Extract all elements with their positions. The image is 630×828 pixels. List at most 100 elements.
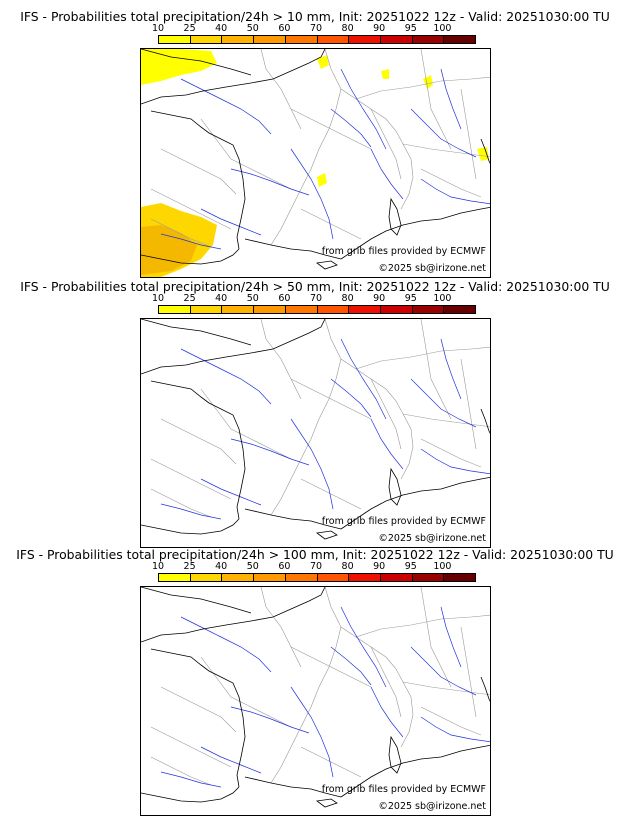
border-line [150, 458, 232, 500]
colorbar-tick-label: 70 [309, 561, 323, 572]
coastline [150, 648, 246, 788]
coastline [388, 467, 402, 506]
coastline [340, 744, 490, 798]
river-line [370, 148, 404, 200]
coastline [315, 798, 338, 808]
border-line [160, 686, 237, 733]
border-line [160, 148, 237, 195]
colorbar: 10 25 40 50 60 70 80 90 95 100 [152, 293, 476, 316]
colorbar-tick-label: 95 [404, 23, 417, 34]
map-frame: from grib files provided by ECMWF ©2025 … [140, 48, 491, 278]
colorbar-tick-label: 95 [404, 293, 417, 304]
border-line [260, 49, 302, 130]
river-line [160, 503, 222, 520]
credit-source: from grib files provided by ECMWF [321, 784, 486, 795]
coastline [315, 260, 338, 270]
credit-copyright: ©2025 sb@irizone.net [378, 263, 486, 274]
border-line [370, 378, 402, 450]
precip-area [317, 173, 327, 187]
panel-title: IFS - Probabilities total precipitation/… [16, 547, 614, 562]
colorbar-tick-label: 70 [309, 293, 323, 304]
colorbar-segment [444, 306, 476, 313]
border-line [200, 656, 292, 728]
colorbar-tick-label: 25 [183, 293, 196, 304]
colorbar-tick-label: 50 [246, 293, 259, 304]
map-panel-10mm: IFS - Probabilities total precipitation/… [0, 10, 630, 280]
colorbar-bar [158, 305, 476, 314]
border-line [460, 358, 477, 450]
colorbar-segment [412, 36, 445, 43]
border-line [290, 378, 372, 420]
colorbar-segment [317, 36, 350, 43]
river-line [420, 716, 490, 743]
colorbar-segment [317, 306, 350, 313]
colorbar-tick-label: 90 [373, 23, 386, 34]
river-line [420, 448, 490, 475]
river-line [230, 168, 310, 196]
colorbar-tick-label: 80 [341, 293, 354, 304]
colorbar-segment [444, 36, 476, 43]
border-line [290, 108, 372, 150]
border-line [370, 108, 402, 180]
colorbar-tick-label: 90 [373, 561, 386, 572]
colorbar-segment [317, 574, 350, 581]
river-line [440, 338, 462, 400]
river-line [340, 338, 387, 420]
colorbar-segment [159, 306, 191, 313]
river-line [230, 438, 310, 466]
border-line [420, 49, 452, 150]
coastline [480, 408, 490, 434]
border-line [270, 88, 342, 246]
panel-title: IFS - Probabilities total precipitation/… [20, 279, 610, 294]
river-line [440, 68, 462, 130]
river-line [180, 616, 272, 673]
coastline [141, 248, 240, 265]
colorbar-tick-label: 10 [151, 293, 165, 304]
colorbar: 10 25 40 50 60 70 80 90 95 100 [152, 23, 476, 46]
map-frame: from grib files provided by ECMWF ©2025 … [140, 318, 491, 548]
colorbar-segment [190, 306, 223, 313]
river-line [200, 478, 262, 506]
coastline [480, 676, 490, 702]
europe-map [141, 49, 490, 277]
river-line [330, 646, 372, 686]
colorbar-segment [285, 36, 318, 43]
coastline [388, 735, 402, 774]
colorbar-labels: 10 25 40 50 60 70 80 90 95 100 [152, 561, 476, 572]
river-line [290, 686, 334, 778]
border-line [290, 646, 372, 688]
colorbar-tick-label: 100 [433, 23, 452, 34]
colorbar-tick-label: 50 [246, 561, 259, 572]
coastline [141, 518, 240, 535]
river-line [200, 746, 262, 774]
colorbar-tick-label: 60 [278, 561, 291, 572]
border-line [355, 346, 490, 370]
colorbar-labels: 10 25 40 50 60 70 80 90 95 100 [152, 293, 476, 304]
colorbar-tick-label: 40 [215, 293, 228, 304]
border-line [150, 726, 232, 768]
map-panel-50mm: IFS - Probabilities total precipitation/… [0, 280, 630, 550]
colorbar-segment [349, 36, 381, 43]
coastline [244, 776, 342, 798]
colorbar-tick-label: 10 [151, 23, 165, 34]
coastline [480, 138, 490, 164]
colorbar-tick-label: 50 [246, 23, 259, 34]
colorbar-segment [222, 306, 255, 313]
precip-area [477, 147, 489, 161]
precip-area [317, 55, 329, 69]
colorbar: 10 25 40 50 60 70 80 90 95 100 [152, 561, 476, 584]
colorbar-segment [254, 306, 286, 313]
panel-title: IFS - Probabilities total precipitation/… [20, 9, 610, 24]
river-line [160, 771, 222, 788]
river-line [180, 78, 272, 135]
coastline [141, 587, 252, 614]
border-line [420, 319, 452, 420]
coastline [141, 786, 240, 803]
map-panel-100mm: IFS - Probabilities total precipitation/… [0, 548, 630, 818]
river-line [420, 178, 490, 205]
coastline [340, 476, 490, 530]
colorbar-segment [349, 574, 381, 581]
border-line [150, 218, 212, 248]
coastline [141, 49, 252, 76]
colorbar-tick-label: 95 [404, 561, 417, 572]
